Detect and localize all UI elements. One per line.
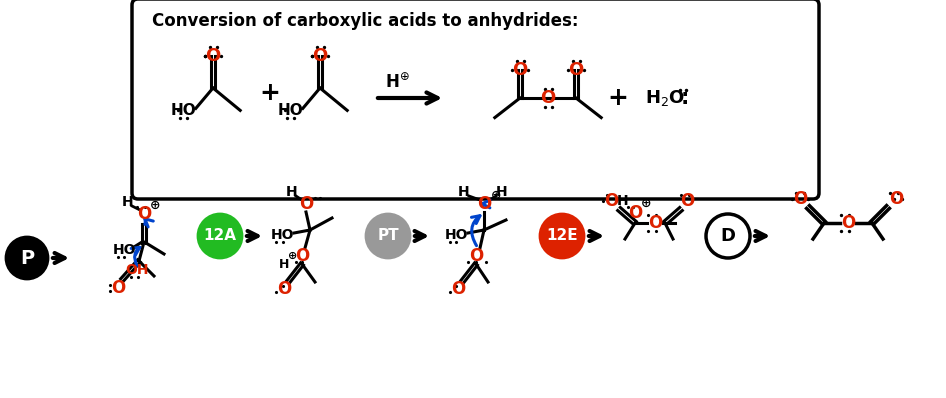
Text: ⊕: ⊕ [640, 197, 651, 209]
Text: O: O [841, 214, 855, 232]
Circle shape [366, 214, 410, 258]
Text: :: : [681, 88, 690, 108]
Text: H: H [497, 185, 508, 199]
Text: 12E: 12E [546, 228, 578, 244]
Text: O: O [205, 47, 220, 65]
Text: ⊕: ⊕ [149, 199, 160, 211]
Circle shape [198, 214, 242, 258]
Text: H: H [122, 195, 133, 209]
Text: O: O [295, 247, 309, 265]
Text: O: O [451, 280, 465, 298]
Text: O: O [312, 47, 327, 65]
Text: O: O [604, 192, 618, 210]
Text: O: O [513, 61, 528, 79]
Text: HO: HO [445, 228, 467, 242]
Text: O: O [680, 192, 694, 210]
Text: HO: HO [171, 103, 197, 118]
Text: O: O [299, 195, 313, 213]
Text: O: O [469, 247, 483, 265]
Text: HO: HO [278, 103, 304, 118]
Text: H$^{\oplus}$: H$^{\oplus}$ [385, 74, 410, 93]
Text: O: O [628, 204, 642, 222]
Text: ⊕: ⊕ [289, 251, 298, 261]
Circle shape [706, 214, 750, 258]
Text: Conversion of carboxylic acids to anhydrides:: Conversion of carboxylic acids to anhydr… [152, 12, 579, 30]
Text: O: O [889, 190, 903, 208]
Text: D: D [721, 227, 735, 245]
Text: H: H [617, 194, 629, 208]
Text: +: + [259, 81, 280, 105]
FancyBboxPatch shape [132, 0, 819, 199]
Text: O: O [793, 190, 807, 208]
Text: H$_2$O: H$_2$O [645, 88, 685, 108]
Text: O: O [569, 61, 584, 79]
Text: O: O [477, 195, 491, 213]
Text: P: P [20, 248, 34, 267]
Text: H: H [458, 185, 470, 199]
Text: HO: HO [113, 243, 135, 257]
Text: PT: PT [377, 228, 399, 244]
Text: ⊕: ⊕ [491, 189, 501, 201]
Text: OH: OH [125, 263, 149, 277]
Text: H: H [279, 258, 289, 271]
Text: O: O [137, 205, 151, 223]
Text: H: H [287, 185, 298, 199]
Text: 12A: 12A [203, 228, 236, 244]
Circle shape [540, 214, 584, 258]
Circle shape [6, 237, 48, 279]
Text: O: O [277, 280, 291, 298]
Text: O: O [111, 279, 125, 297]
Text: HO: HO [271, 228, 294, 242]
Text: O: O [648, 214, 662, 232]
Text: O: O [540, 89, 555, 107]
Text: +: + [607, 86, 628, 110]
